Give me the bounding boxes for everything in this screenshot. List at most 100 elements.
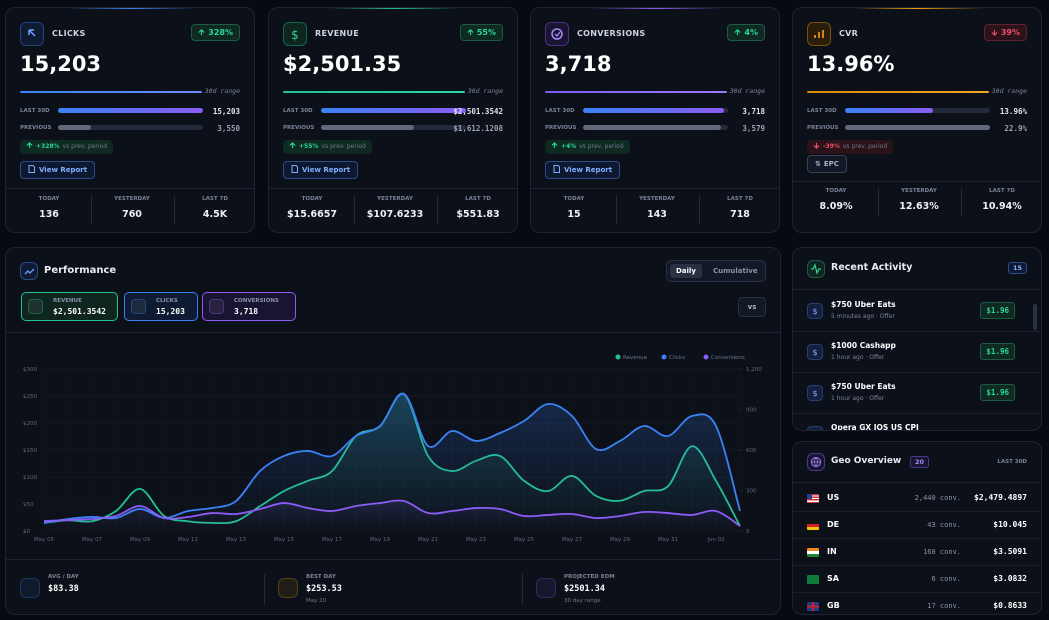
x-tick-label: Jun 02 (706, 537, 724, 543)
row-fill (321, 108, 466, 113)
row-fill (58, 108, 203, 113)
item-title[interactable]: $1000 Cashapp (831, 341, 896, 350)
stat-label: YESTERDAY (377, 196, 413, 202)
change-value: 328% (208, 28, 233, 37)
y-tick-label: $50 (23, 502, 34, 508)
x-tick-label: May 19 (370, 537, 391, 543)
row-label: PREVIOUS (20, 125, 52, 131)
stat-value: 760 (122, 209, 142, 220)
chip-label: CONVERSIONS (234, 298, 279, 304)
chip-icon (131, 299, 146, 314)
mode-button[interactable]: Cumulative (713, 267, 758, 275)
delta-note: vs prev. period (321, 143, 366, 150)
card-button[interactable]: View Report (20, 161, 96, 179)
stat-label: YESTERDAY (901, 188, 937, 194)
summary-label: PROJECTED EOM (564, 574, 615, 580)
flag (807, 548, 819, 557)
divider (6, 188, 254, 189)
chip-value: $2,501.3542 (53, 307, 106, 316)
row-track (58, 125, 203, 130)
metric-chip[interactable]: CONVERSIONS 3,718 (202, 292, 296, 321)
item-title[interactable]: Opera GX IOS US CPI (831, 423, 919, 431)
range-label: 30d range (991, 87, 1027, 95)
button-label: EPC (823, 160, 839, 168)
divider (6, 332, 780, 333)
summary-divider (264, 574, 265, 604)
stat-value: 12.63% (899, 201, 939, 212)
flag (807, 494, 819, 503)
card-value: 13.96% (807, 52, 895, 76)
y2-tick-label: 600 (746, 448, 757, 454)
stat-value: 718 (730, 209, 750, 220)
legend-swatch (615, 354, 621, 360)
change-value: 39% (1000, 28, 1020, 37)
panel-icon (20, 262, 38, 280)
range-line (283, 91, 465, 93)
stat-label: TODAY (38, 196, 60, 202)
card-button[interactable]: View Report (545, 161, 621, 179)
metric-chip[interactable]: CLICKS 15,203 (124, 292, 198, 321)
range-line (807, 91, 989, 93)
mode-toggle: Daily Cumulative (666, 260, 766, 282)
stat-label: LAST 7D (989, 188, 1015, 194)
card-button[interactable]: View Report (283, 161, 359, 179)
card-accent (66, 8, 196, 9)
y-tick-label: $300 (23, 367, 37, 373)
country-revenue: $10.045 (993, 520, 1027, 529)
row-track (58, 108, 203, 113)
metric-chip[interactable]: REVENUE $2,501.3542 (21, 292, 118, 321)
item-title[interactable]: $750 Uber Eats (831, 300, 896, 309)
row-value: $2,501.3542 (453, 107, 503, 116)
divider (793, 511, 1041, 512)
stat-value: $551.83 (456, 209, 500, 220)
performance-panel: Performance Daily Cumulative REVENUE $2,501.… (5, 247, 781, 615)
delta-note: vs prev. period (62, 143, 108, 150)
divider (793, 538, 1041, 539)
kpi-card: $ REVENUE 55% $2,501.35 30d range LAST 30D $2,… (268, 7, 518, 233)
stat-value: 143 (647, 209, 667, 220)
series-area (44, 393, 740, 531)
delta-value: -39% (823, 143, 840, 150)
divider (793, 592, 1041, 593)
kpi-card: CONVERSIONS 4% 3,718 30d range LAST 30D 3,718… (530, 7, 780, 233)
divider (6, 559, 780, 560)
change-badge: 39% (983, 24, 1027, 41)
x-tick-label: May 31 (658, 537, 678, 543)
range-label: 30d range (204, 87, 240, 95)
country-code: SA (827, 574, 839, 583)
delta-value: +4% (561, 143, 577, 150)
panel-title: Performance (44, 265, 117, 276)
row-value: 13.96% (999, 107, 1027, 116)
row-fill (583, 108, 724, 113)
compare-button[interactable]: vs (738, 297, 766, 317)
card-accent (329, 8, 459, 9)
item-meta: 1 hour ago · Offer (831, 395, 885, 402)
chip-icon (28, 299, 43, 314)
row-fill (845, 125, 990, 130)
range-line (20, 91, 202, 93)
divider (793, 372, 1041, 373)
button-label: View Report (39, 166, 88, 174)
card-button[interactable]: ⇅ EPC (807, 155, 847, 173)
range-line (545, 91, 727, 93)
mode-button[interactable]: Daily (670, 264, 702, 278)
flag (807, 575, 819, 584)
summary-icon (278, 578, 298, 598)
country-conversions: 6 conv. (931, 575, 961, 583)
delta-note: vs prev. period (579, 143, 624, 150)
chip-value: 3,718 (234, 307, 259, 316)
y-tick-label: $150 (23, 448, 37, 454)
x-tick-label: May 17 (322, 537, 343, 543)
stat-label: TODAY (563, 196, 585, 202)
row-value: 3,718 (742, 107, 765, 116)
x-tick-label: May 29 (610, 537, 631, 543)
row-label: LAST 30D (545, 108, 575, 114)
row-track (845, 125, 990, 130)
item-title[interactable]: $750 Uber Eats (831, 382, 896, 391)
y-tick-label: $100 (23, 475, 37, 481)
country-revenue: $3.5091 (993, 547, 1027, 556)
card-value: 3,718 (545, 52, 612, 76)
row-fill (321, 125, 414, 130)
flag-canton (807, 494, 812, 499)
x-tick-label: May 11 (178, 537, 198, 543)
